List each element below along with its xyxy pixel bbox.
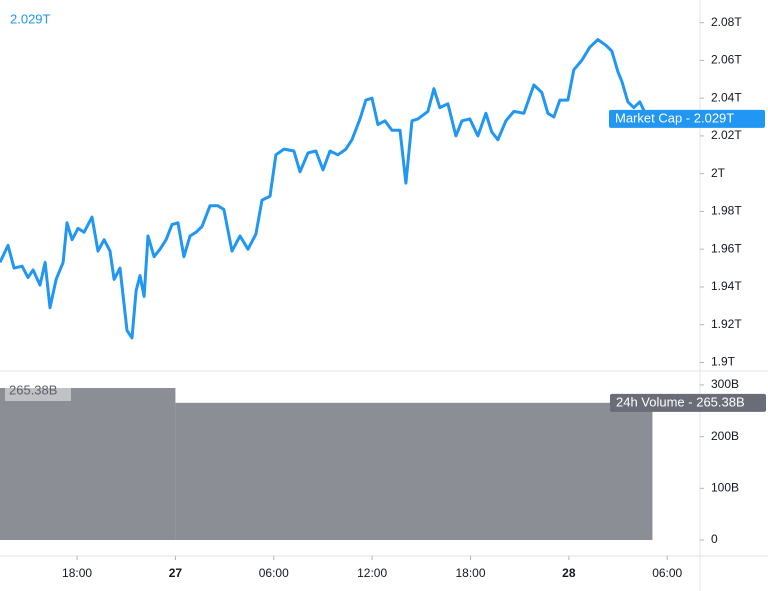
y-tick-label: 300B: [711, 377, 739, 391]
y-tick-label: 2.04T: [711, 90, 742, 104]
volume-bar: [175, 402, 653, 541]
x-tick-label: 06:00: [259, 566, 289, 580]
last-value-badge: [609, 109, 765, 128]
y-tick-label: 2T: [711, 166, 726, 180]
x-tick-label: 12:00: [357, 566, 387, 580]
header-value: 2.029T: [10, 11, 51, 26]
y-tick-label: 200B: [711, 429, 739, 443]
y-tick-label: 2.06T: [711, 53, 742, 67]
y-tick-label: 2.02T: [711, 128, 742, 142]
volume-bar: [0, 388, 176, 541]
last-value-label: Market Cap - 2.029T: [615, 110, 734, 125]
last-value-label: 24h Volume - 265.38B: [616, 394, 745, 409]
x-tick-label: 18:00: [62, 566, 92, 580]
header-badge: [5, 381, 71, 401]
y-tick-label: 1.96T: [711, 241, 742, 255]
y-tick-label: 0: [711, 532, 718, 546]
x-tick-label: 18:00: [455, 566, 485, 580]
price-line: [0, 38, 650, 340]
y-tick-label: 100B: [711, 480, 739, 494]
x-tick-label: 06:00: [652, 566, 682, 580]
y-tick-label: 2.08T: [711, 15, 742, 29]
header-value: 265.38B: [9, 382, 57, 397]
x-tick-label: 27: [169, 566, 183, 580]
y-tick-label: 1.94T: [711, 279, 742, 293]
y-tick-label: 1.98T: [711, 204, 742, 218]
x-tick-label: 28: [562, 566, 576, 580]
last-value-badge: [610, 393, 766, 412]
y-tick-label: 1.9T: [711, 355, 736, 369]
y-tick-label: 1.92T: [711, 317, 742, 331]
